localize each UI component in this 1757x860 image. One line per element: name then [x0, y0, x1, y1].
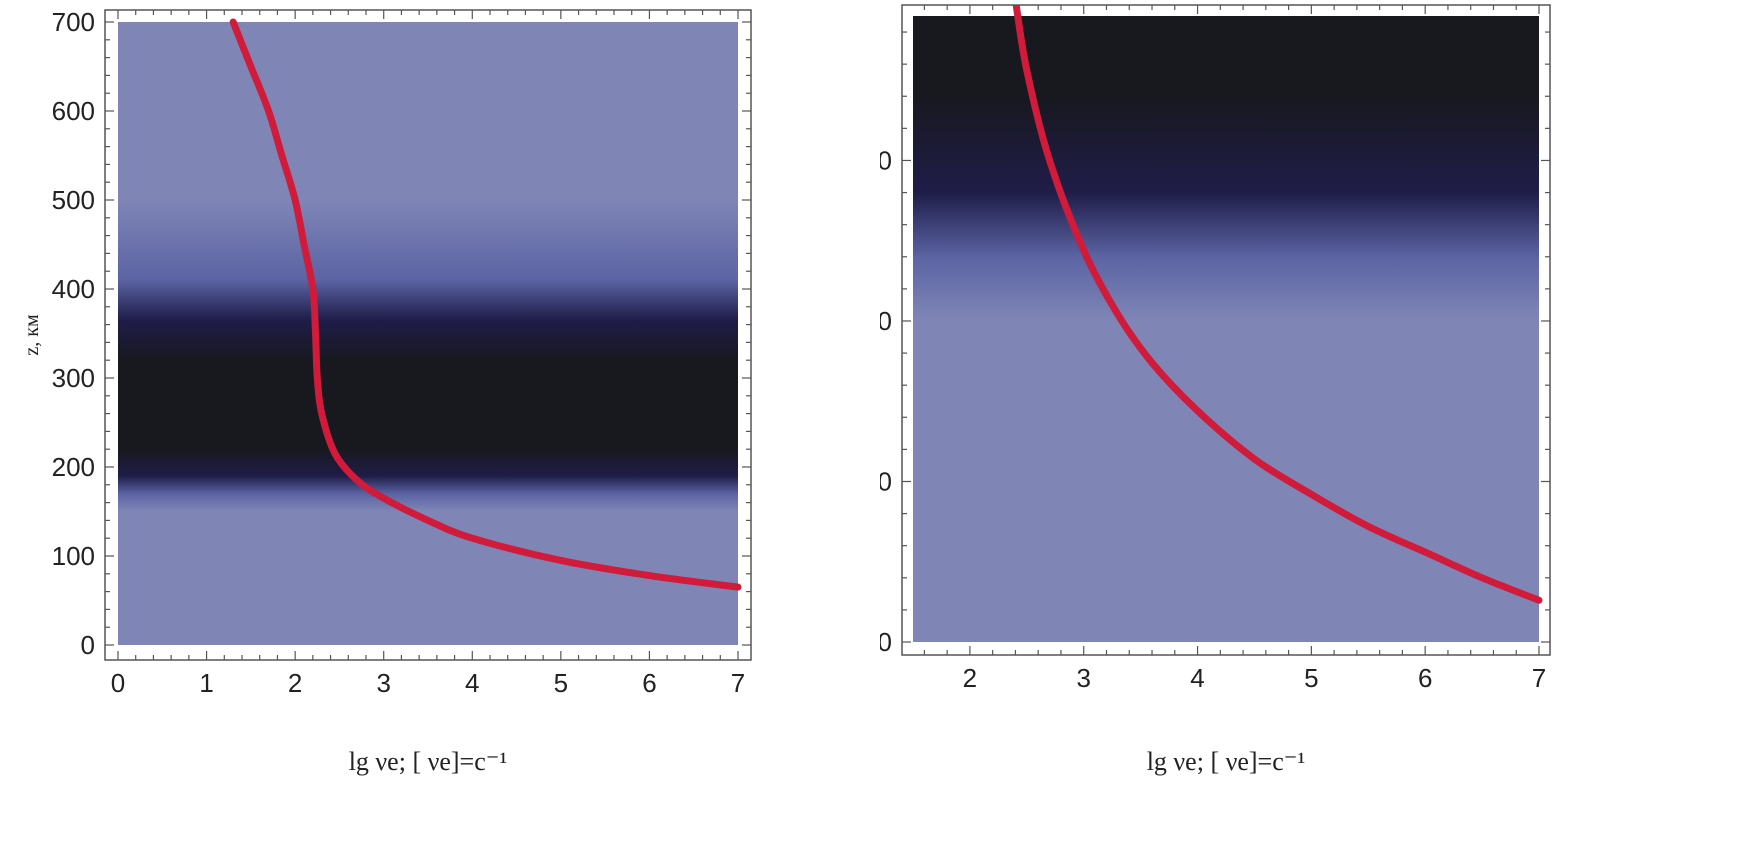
x-tick-label: 5 [1304, 663, 1318, 693]
y-tick-label: 300 [52, 363, 95, 393]
x-tick-label: 2 [288, 668, 302, 698]
x-axis-label: lg νe; [ νe]=c⁻¹ [349, 747, 508, 776]
y-tick-label: 400 [52, 274, 95, 304]
x-tick-label: 7 [1532, 663, 1546, 693]
x-tick-label: 4 [465, 668, 479, 698]
y-tick-label: 100 [880, 466, 892, 496]
y-tick-label: 0 [81, 630, 95, 660]
y-tick-label: 100 [52, 541, 95, 571]
x-tick-label: 6 [1418, 663, 1432, 693]
left-chart: 0 1 2 3 4 5 6 7 0 100 200 300 400 500 600 700 lg νe; [ ν… [0, 0, 880, 855]
y-tick-label: 500 [52, 185, 95, 215]
x-tick-label: 6 [642, 668, 656, 698]
y-tick-label: 200 [880, 145, 892, 175]
x-tick-label: 2 [963, 663, 977, 693]
y-axis-label: z, км [21, 314, 43, 356]
x-tick-label: 3 [376, 668, 390, 698]
y-tick-label: 150 [880, 306, 892, 336]
density-field [913, 16, 1539, 642]
density-field [118, 22, 738, 645]
chart-svg-1: 23456750100150200lg νe; [ νe]=c⁻¹z, км [880, 0, 1757, 855]
x-tick-label: 7 [731, 668, 745, 698]
x-tick-label: 3 [1076, 663, 1090, 693]
x-axis-label: lg νe; [ νe]=c⁻¹ [1147, 747, 1306, 776]
x-tick-label: 1 [199, 668, 213, 698]
y-tick-label: 600 [52, 96, 95, 126]
x-tick-label: 4 [1190, 663, 1204, 693]
chart-svg-0: 0 1 2 3 4 5 6 7 0 100 200 300 400 500 600 700 lg νe; [ ν… [0, 0, 880, 855]
x-tick-label: 0 [111, 668, 125, 698]
x-tick-label: 5 [554, 668, 568, 698]
right-chart: 23456750100150200lg νe; [ νe]=c⁻¹z, км [880, 0, 1757, 855]
y-tick-label: 200 [52, 452, 95, 482]
y-tick-label: 50 [880, 627, 892, 657]
y-tick-label: 700 [52, 7, 95, 37]
